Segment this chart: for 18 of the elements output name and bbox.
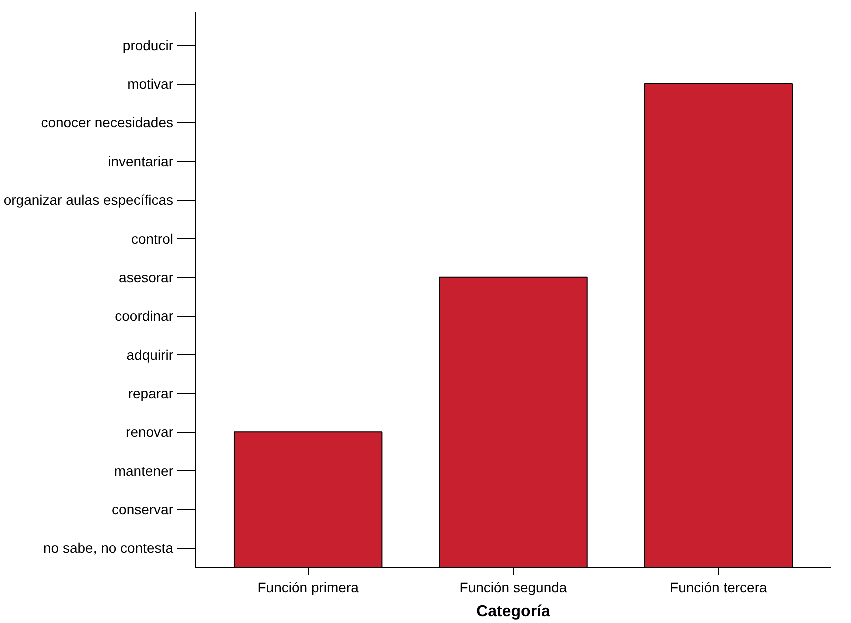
text: organizar aulas específicas — [4, 192, 174, 208]
x-tick-label: Función segunda — [460, 580, 568, 596]
text: conocer necesidades — [41, 114, 174, 131]
text: producir — [122, 37, 174, 54]
text: coordinar — [115, 308, 174, 324]
text: mantener — [114, 462, 174, 479]
text: reparar — [128, 385, 174, 402]
text: asesorar — [119, 269, 174, 286]
text: no sabe, no contesta — [44, 540, 174, 556]
text: inventariar — [108, 153, 174, 170]
text: conservar — [112, 501, 174, 518]
text: renovar — [126, 424, 174, 440]
text: control — [131, 230, 174, 247]
text: adquirir — [126, 346, 174, 363]
x-tick-label: Función tercera — [670, 580, 768, 596]
x-tick-label: Función primera — [258, 580, 360, 596]
x-axis-title: Categoría — [476, 604, 550, 620]
text: motivar — [128, 76, 174, 92]
